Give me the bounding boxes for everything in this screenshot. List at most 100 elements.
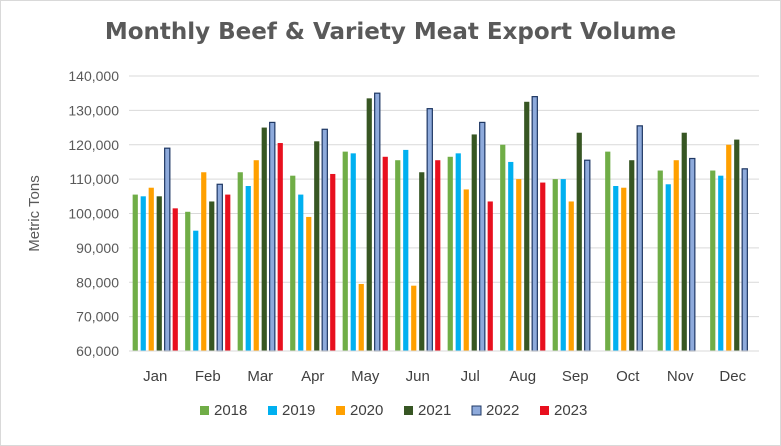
- bar-2022-sep: [584, 159, 591, 352]
- bar-2020-jun: [411, 285, 417, 351]
- bar-2023-jun: [435, 160, 441, 351]
- legend-label-2018: 2018: [214, 402, 247, 419]
- bar-2018-apr: [290, 175, 296, 351]
- bar-2021-feb: [209, 201, 215, 351]
- bar-2022-jan: [164, 147, 171, 352]
- y-tick-label: 140,000: [68, 68, 119, 84]
- x-tick-label: Jan: [143, 368, 167, 385]
- bar-2020-aug: [516, 179, 522, 351]
- bar-2020-feb: [201, 172, 207, 351]
- bar-2023-may: [382, 156, 388, 351]
- bar-2021-sep: [576, 132, 582, 351]
- x-tick-label: Dec: [719, 368, 746, 385]
- bar-2021-mar: [261, 127, 267, 351]
- bar-2019-jul: [455, 153, 461, 351]
- legend-swatch-2019: [268, 406, 277, 415]
- y-tick-label: 60,000: [76, 343, 119, 359]
- bar-2019-sep: [560, 179, 566, 351]
- bar-2020-jan: [148, 187, 154, 351]
- bar-2021-jul: [471, 134, 477, 351]
- bar-2021-jan: [156, 196, 162, 351]
- bar-2020-apr: [306, 216, 312, 351]
- bar-2018-mar: [237, 172, 243, 351]
- bar-2018-may: [342, 151, 348, 351]
- bar-2021-may: [366, 98, 372, 351]
- legend-label-2020: 2020: [350, 402, 383, 419]
- x-tick-label: May: [351, 368, 380, 385]
- x-tick-label: Jun: [406, 368, 430, 385]
- bar-2019-mar: [245, 186, 251, 351]
- bar-2022-apr: [321, 128, 328, 352]
- y-tick-label: 120,000: [68, 137, 119, 153]
- bar-2020-sep: [568, 201, 574, 351]
- bar-2022-jun: [426, 108, 433, 352]
- x-tick-label: Oct: [616, 368, 640, 385]
- legend-swatch-2023: [540, 406, 549, 415]
- y-axis-label: Metric Tons: [26, 175, 43, 251]
- y-tick-label: 70,000: [76, 309, 119, 325]
- bar-2021-jun: [419, 172, 425, 351]
- legend-label-2021: 2021: [418, 402, 451, 419]
- bar-2022-oct: [636, 125, 643, 352]
- bar-2022-jul: [479, 121, 486, 352]
- bar-2021-dec: [734, 139, 740, 351]
- bar-2018-jan: [132, 194, 138, 351]
- y-tick-label: 130,000: [68, 102, 119, 118]
- bar-2018-dec: [710, 170, 716, 351]
- bar-2023-feb: [225, 194, 231, 351]
- bar-2018-feb: [185, 211, 191, 351]
- legend-swatch-2020: [336, 406, 345, 415]
- legend-swatch-2021: [404, 406, 413, 415]
- bar-2018-aug: [500, 144, 506, 351]
- bar-2023-jan: [172, 208, 178, 351]
- y-tick-label: 100,000: [68, 206, 119, 222]
- x-tick-label: Feb: [195, 368, 221, 385]
- bar-2023-mar: [277, 143, 283, 351]
- legend-label-2019: 2019: [282, 402, 315, 419]
- bar-2021-oct: [629, 160, 635, 351]
- bar-2019-oct: [613, 186, 619, 351]
- bar-2019-aug: [508, 161, 514, 351]
- bar-2022-aug: [531, 96, 538, 352]
- bar-2019-jan: [140, 196, 146, 351]
- bar-2019-may: [350, 153, 356, 351]
- bar-2020-dec: [726, 144, 732, 351]
- bar-2023-apr: [330, 173, 336, 351]
- legend-label-2023: 2023: [554, 402, 587, 419]
- bar-2020-mar: [253, 160, 259, 351]
- bar-2019-apr: [298, 194, 304, 351]
- bar-2018-jun: [395, 160, 401, 351]
- bar-2018-oct: [605, 151, 611, 351]
- bar-2021-aug: [524, 101, 530, 351]
- bar-2020-oct: [621, 187, 627, 351]
- x-tick-label: Mar: [247, 368, 273, 385]
- x-tick-label: Aug: [509, 368, 536, 385]
- bar-2020-nov: [673, 160, 679, 351]
- bar-2022-dec: [741, 168, 748, 352]
- bar-2018-nov: [657, 170, 663, 351]
- bar-2018-sep: [552, 179, 558, 351]
- bar-2019-dec: [718, 175, 724, 351]
- bar-2019-feb: [193, 230, 199, 351]
- x-tick-label: Sep: [562, 368, 589, 385]
- bar-2019-nov: [665, 184, 671, 351]
- legend-label-2022: 2022: [486, 402, 519, 419]
- bar-2023-jul: [487, 201, 493, 351]
- x-tick-label: Apr: [301, 368, 324, 385]
- x-tick-label: Jul: [461, 368, 480, 385]
- bar-2022-may: [374, 92, 381, 352]
- bar-2023-aug: [540, 182, 546, 351]
- y-tick-label: 110,000: [69, 171, 119, 187]
- bar-2022-nov: [689, 157, 696, 352]
- bar-2022-feb: [216, 183, 223, 352]
- chart-title: Monthly Beef & Variety Meat Export Volum…: [104, 19, 677, 45]
- legend-swatch-2022: [471, 405, 482, 416]
- bar-2020-jul: [463, 189, 469, 351]
- bar-2018-jul: [447, 156, 453, 351]
- x-tick-label: Nov: [667, 368, 694, 385]
- y-tick-label: 80,000: [76, 274, 119, 290]
- bar-2021-nov: [681, 132, 687, 351]
- bar-2021-apr: [314, 141, 320, 351]
